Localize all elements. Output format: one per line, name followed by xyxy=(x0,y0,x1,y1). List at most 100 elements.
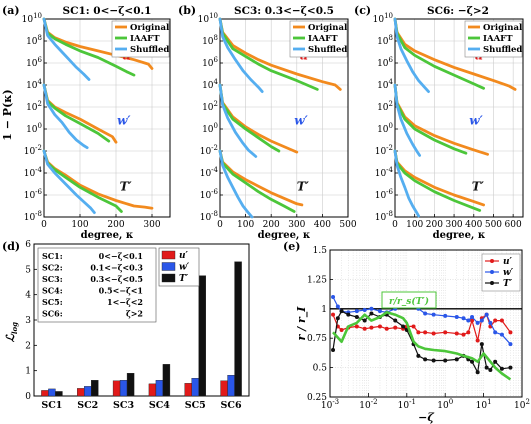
data-point xyxy=(354,315,359,320)
label-t: T′ xyxy=(297,180,310,194)
y-tick-label: 10-2 xyxy=(375,144,393,157)
data-point xyxy=(499,318,504,323)
y-tick-label: 108 xyxy=(26,34,42,47)
data-point xyxy=(493,330,498,335)
category-label: SC6 xyxy=(221,400,242,411)
series-line-rrst xyxy=(332,310,512,381)
panel-e: 0.25 0.5 0.75 1 1.25 1.5 10-3 10-2 10-1 100 101 102… xyxy=(295,246,530,424)
range-label: SC5: xyxy=(42,297,63,307)
data-point xyxy=(443,313,448,318)
x-tick-label: 100 xyxy=(71,220,88,230)
legend-marker xyxy=(490,270,494,274)
data-point xyxy=(466,318,471,323)
data-point xyxy=(369,325,374,330)
series-line-shuffled-Tp xyxy=(42,149,96,215)
series-line-shuffled-up xyxy=(42,17,91,81)
bar-sc3-up xyxy=(112,380,121,397)
top-ylabel: 1 − P(κ) xyxy=(1,89,14,140)
x-tick-label: 500 xyxy=(339,220,356,230)
data-point xyxy=(339,327,344,332)
y-tick-label: 0 xyxy=(25,392,31,402)
data-point xyxy=(470,318,475,323)
x-axis-label: degree, κ xyxy=(433,230,486,241)
data-point xyxy=(508,330,513,335)
y-tick-label: 0.75 xyxy=(307,334,327,344)
data-point xyxy=(411,324,416,329)
data-point xyxy=(354,309,359,314)
data-point xyxy=(479,342,484,347)
legend-label: T′ xyxy=(179,274,189,284)
data-point xyxy=(493,318,498,323)
x-tick-label: 400 xyxy=(465,220,482,230)
legend-marker xyxy=(490,281,494,285)
range-value: 0.1<−ζ<0.3 xyxy=(90,263,143,273)
data-point xyxy=(493,359,498,364)
y-tick-label: 100 xyxy=(377,122,393,135)
data-point xyxy=(508,342,513,347)
y-tick-label: 4 xyxy=(25,291,31,301)
y-tick-label: 2 xyxy=(25,341,31,351)
legend-label: IAAFT xyxy=(130,34,160,44)
x-axis-label: degree, κ xyxy=(81,230,134,241)
legend-label: Original xyxy=(483,23,523,33)
bar-sc2-up xyxy=(77,388,85,397)
data-point xyxy=(484,365,489,370)
y-tick-label: 1.5 xyxy=(313,246,328,256)
category-label: SC5 xyxy=(185,400,206,411)
data-point xyxy=(475,370,480,375)
y-tick-label: 5 xyxy=(25,265,31,275)
data-point xyxy=(335,316,340,321)
y-tick-label: 106 xyxy=(26,56,42,69)
y-tick-label: 10-6 xyxy=(200,188,219,201)
legend-label: Original xyxy=(308,23,348,33)
legend-label: IAAFT xyxy=(483,34,513,44)
y-tick-label: 106 xyxy=(202,56,218,69)
y-tick-label: 10-4 xyxy=(200,166,219,179)
x-tick-label: 300 xyxy=(143,220,160,230)
x-tick-label: 200 xyxy=(107,220,124,230)
y-axis-label: r / r_I xyxy=(295,306,309,341)
series-line-shuffled-wp xyxy=(393,83,422,157)
panel-d-tag: (d) xyxy=(2,240,20,253)
annotation-box xyxy=(381,291,437,309)
panel-a-title: SC1: 0<−ζ<0.1 xyxy=(63,5,152,17)
range-label: SC4: xyxy=(42,286,63,296)
data-point xyxy=(499,366,504,371)
data-point xyxy=(416,330,421,335)
bar-sc6-up xyxy=(220,380,228,397)
x-tick-label: 500 xyxy=(485,220,502,230)
plot-frame xyxy=(33,243,250,397)
category-label: SC2 xyxy=(77,400,98,411)
label-w: w′ xyxy=(469,114,483,128)
y-tick-label: 102 xyxy=(26,100,42,113)
bar-sc1-Tp xyxy=(55,391,63,397)
data-point xyxy=(331,295,336,300)
data-point xyxy=(475,320,480,325)
data-point xyxy=(431,331,436,336)
data-point xyxy=(488,367,493,372)
data-point xyxy=(423,357,428,362)
range-value: 0.3<−ζ<0.5 xyxy=(90,274,143,284)
data-point xyxy=(346,312,351,317)
y-tick-label: 10-8 xyxy=(24,210,42,223)
series-line-shuffled-wp xyxy=(218,83,258,158)
bar-sc3-wp xyxy=(119,380,128,397)
panel-a: 1010 108 106 104 102 100 10-2 10-4 10-6 10-80 100 2… xyxy=(22,12,171,241)
bar-sc6-Tp xyxy=(234,261,242,397)
y-tick-label: 10-6 xyxy=(375,188,394,201)
y-tick-label: 3 xyxy=(25,316,31,326)
bar-sc1-up xyxy=(41,390,49,397)
x-tick-label: 300 xyxy=(288,220,305,230)
legend-label: T′ xyxy=(503,279,513,289)
y-tick-label: 108 xyxy=(202,34,218,47)
data-point xyxy=(499,332,504,337)
legend-label: w′ xyxy=(179,263,190,273)
data-point xyxy=(461,316,466,321)
series-line-shuffled-Tp xyxy=(393,149,421,218)
legend-label: u′ xyxy=(503,257,513,267)
legend-swatch xyxy=(161,262,176,271)
x-axis-label: −ζ xyxy=(418,411,434,424)
category-label: SC1 xyxy=(41,400,62,411)
panel-d: 0 1 2 3 4 5 6 ℒlog SC1 SC2 SC3 SC4 SC5 SC6 SC1: 0<−ζ<0.… xyxy=(4,240,250,411)
